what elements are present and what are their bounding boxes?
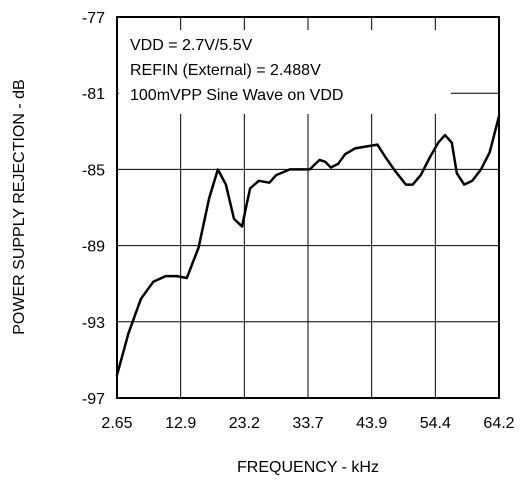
series-group	[115, 114, 501, 377]
annotation-sine-wave: 100mVPP Sine Wave on VDD	[130, 87, 343, 104]
annotation-block: VDD = 2.7V/5.5V REFIN (External) = 2.488…	[130, 37, 343, 104]
y-tick-label: -81	[82, 86, 105, 103]
x-tick-label: 64.2	[483, 415, 514, 432]
y-tick-label: -93	[82, 315, 105, 332]
x-tick-label: 2.65	[101, 415, 132, 432]
x-tick-label: 12.9	[165, 415, 196, 432]
annotation-refin: REFIN (External) = 2.488V	[130, 62, 321, 79]
y-tick-label: -85	[82, 162, 105, 179]
x-axis-title: FREQUENCY - kHz	[237, 459, 379, 476]
y-axis-title: POWER SUPPLY REJECTION - dB	[11, 79, 28, 334]
y-tick-label: -77	[82, 10, 105, 27]
y-tick-label: -89	[82, 239, 105, 256]
x-tick-label: 33.7	[292, 415, 323, 432]
annotation-vdd: VDD = 2.7V/5.5V	[130, 37, 253, 54]
x-tick-label: 43.9	[356, 415, 387, 432]
y-tick-label: -97	[82, 391, 105, 408]
x-tick-label: 54.4	[420, 415, 451, 432]
y-tick-labels: -77 -81 -85 -89 -93 -97	[82, 10, 105, 408]
x-tick-label: 23.2	[229, 415, 260, 432]
plot-frame	[116, 16, 500, 399]
psr-series-line	[115, 114, 501, 377]
annotation-background	[119, 30, 451, 114]
x-tick-labels: 2.65 12.9 23.2 33.7 43.9 54.4 64.2	[101, 415, 514, 432]
